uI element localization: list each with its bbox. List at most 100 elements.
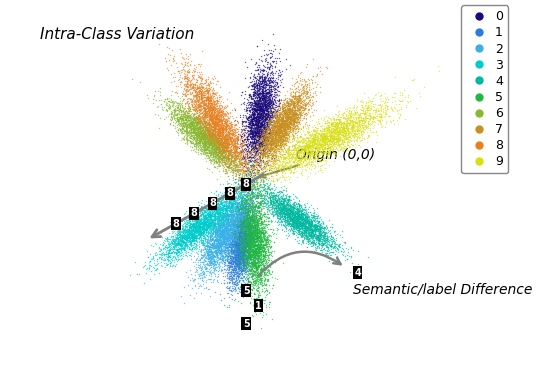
0	[238, 156, 247, 162]
5	[248, 218, 257, 224]
0	[275, 101, 284, 107]
3	[201, 219, 210, 225]
4	[304, 235, 312, 241]
7	[269, 135, 278, 141]
6	[212, 145, 221, 151]
1	[239, 220, 248, 226]
8	[220, 120, 228, 126]
8	[194, 101, 203, 107]
7	[289, 100, 298, 106]
4	[288, 226, 297, 232]
5	[255, 238, 264, 244]
3	[193, 210, 202, 216]
0	[258, 95, 267, 101]
7	[260, 173, 269, 179]
9	[327, 126, 336, 132]
7	[282, 119, 291, 125]
3	[185, 211, 194, 217]
3	[174, 234, 183, 240]
7	[279, 133, 288, 139]
9	[329, 150, 338, 156]
0	[259, 71, 268, 77]
4	[306, 214, 315, 220]
3	[209, 214, 218, 220]
3	[233, 197, 242, 203]
1	[230, 241, 239, 247]
1	[244, 232, 253, 238]
3	[178, 239, 186, 245]
4	[302, 218, 311, 224]
3	[213, 200, 222, 206]
5	[263, 247, 272, 253]
9	[326, 141, 335, 147]
7	[284, 127, 293, 133]
6	[201, 136, 210, 142]
8	[230, 151, 239, 157]
9	[416, 93, 425, 99]
0	[244, 136, 253, 142]
5	[257, 288, 266, 294]
6	[218, 146, 227, 152]
6	[186, 120, 195, 126]
9	[309, 136, 318, 143]
7	[271, 149, 280, 155]
7	[276, 134, 285, 140]
2	[220, 255, 228, 261]
4	[281, 204, 290, 210]
1	[231, 266, 240, 272]
9	[316, 127, 325, 133]
4	[279, 209, 288, 215]
3	[199, 226, 208, 232]
3	[194, 226, 203, 232]
8	[181, 89, 190, 96]
8	[231, 135, 240, 141]
3	[194, 212, 203, 218]
3	[187, 247, 196, 253]
8	[216, 121, 225, 127]
6	[214, 158, 223, 164]
0	[269, 88, 278, 94]
6	[185, 122, 194, 128]
3	[207, 209, 216, 215]
0	[245, 173, 254, 179]
6	[226, 164, 235, 170]
5	[253, 237, 262, 243]
9	[348, 143, 357, 149]
8	[222, 124, 231, 130]
6	[163, 100, 172, 106]
6	[208, 135, 217, 141]
6	[180, 114, 189, 120]
8	[211, 75, 220, 81]
5	[240, 287, 249, 293]
0	[253, 125, 262, 131]
4	[305, 209, 314, 215]
0	[249, 99, 258, 105]
1	[237, 233, 246, 239]
6	[233, 144, 242, 150]
9	[391, 101, 400, 107]
8	[193, 92, 202, 98]
6	[227, 149, 236, 155]
3	[203, 210, 212, 216]
1	[231, 277, 240, 284]
9	[353, 126, 362, 132]
5	[250, 255, 259, 261]
3	[180, 249, 189, 255]
9	[353, 96, 362, 102]
9	[311, 129, 320, 135]
0	[269, 112, 278, 118]
4	[306, 235, 315, 241]
2	[238, 235, 247, 241]
3	[228, 193, 237, 199]
6	[185, 122, 194, 128]
7	[259, 172, 268, 178]
2	[208, 236, 217, 242]
9	[316, 149, 325, 155]
3	[164, 250, 172, 256]
3	[188, 233, 197, 239]
8	[218, 124, 227, 130]
9	[330, 129, 339, 135]
8	[187, 96, 196, 102]
4	[290, 222, 299, 228]
0	[265, 112, 274, 118]
